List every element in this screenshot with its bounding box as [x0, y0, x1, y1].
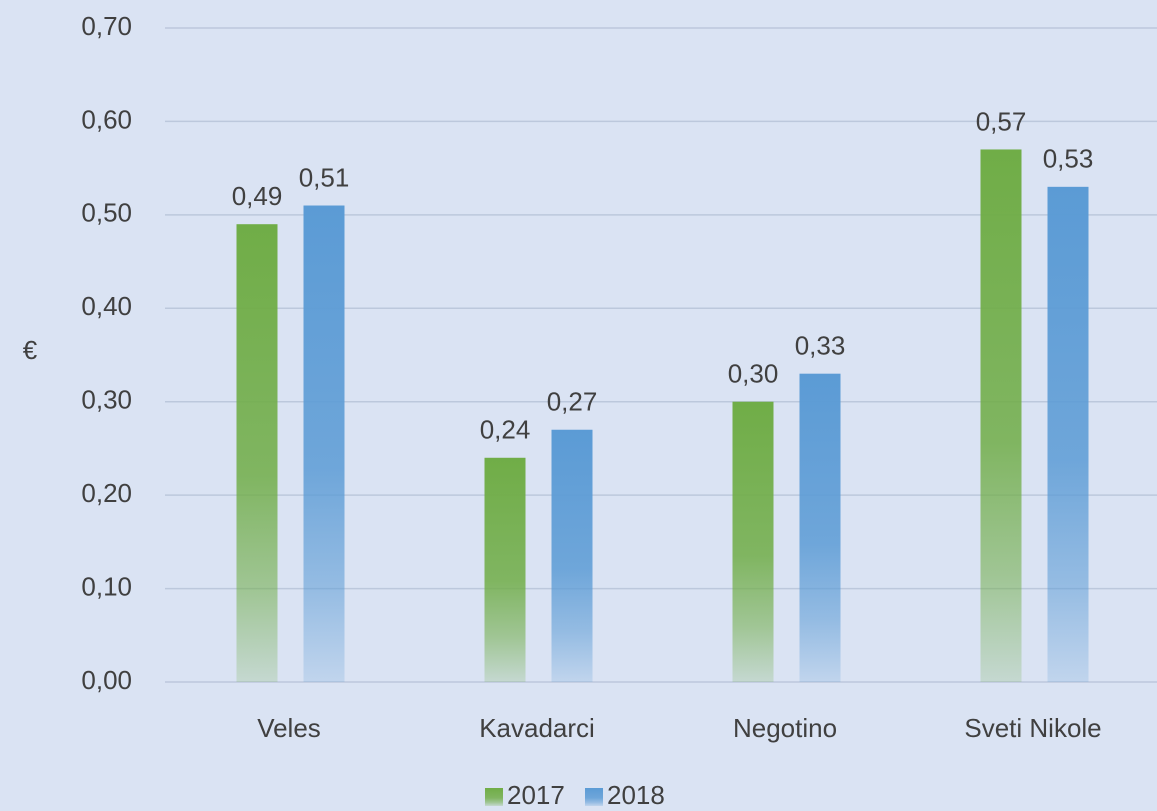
legend-swatch: [585, 788, 603, 806]
bar: [551, 429, 593, 682]
bar: [236, 224, 278, 682]
y-tick-label: 0,50: [81, 198, 132, 228]
data-label: 0,30: [728, 359, 779, 389]
legend-label: 2018: [607, 780, 665, 810]
bar: [799, 373, 841, 682]
data-label: 0,27: [547, 387, 598, 417]
y-tick-label: 0,20: [81, 478, 132, 508]
y-axis-label: €: [23, 335, 38, 365]
y-tick-label: 0,30: [81, 385, 132, 415]
data-label: 0,51: [299, 162, 350, 192]
x-tick-label: Veles: [257, 713, 321, 743]
bar: [303, 205, 345, 682]
y-tick-label: 0,60: [81, 104, 132, 134]
data-label: 0,53: [1043, 144, 1094, 174]
y-tick-label: 0,00: [81, 665, 132, 695]
x-tick-label: Negotino: [733, 713, 837, 743]
data-label: 0,49: [232, 181, 283, 211]
bar: [1047, 186, 1089, 683]
data-label: 0,57: [976, 106, 1027, 136]
data-label: 0,33: [795, 331, 846, 361]
legend-swatch: [485, 788, 503, 806]
legend-label: 2017: [507, 780, 565, 810]
bar: [980, 149, 1022, 682]
bar: [484, 457, 526, 682]
y-tick-label: 0,40: [81, 291, 132, 321]
y-tick-label: 0,10: [81, 571, 132, 601]
data-label: 0,24: [480, 415, 531, 445]
y-tick-label: 0,70: [81, 11, 132, 41]
x-tick-label: Kavadarci: [479, 713, 595, 743]
bar: [732, 401, 774, 682]
x-tick-label: Sveti Nikole: [964, 713, 1101, 743]
